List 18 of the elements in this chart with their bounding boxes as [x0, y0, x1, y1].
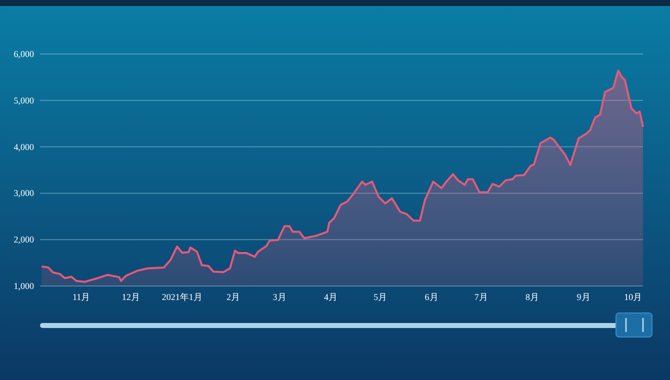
y-tick-label: 5,000 [14, 95, 34, 106]
y-tick-label: 6,000 [14, 49, 34, 59]
x-tick-label: 8月 [526, 292, 540, 302]
x-tick-label: 3月 [272, 292, 286, 302]
x-tick-label: 12月 [122, 292, 140, 302]
x-tick-label: 4月 [324, 292, 338, 302]
x-tick-label: 9月 [576, 292, 590, 302]
x-tick-label: 2月 [226, 292, 240, 302]
x-tick-label: 2021年1月 [162, 292, 202, 302]
x-tick-label: 5月 [374, 292, 388, 302]
x-tick-label: 11月 [72, 292, 90, 302]
x-tick-label: 6月 [424, 292, 438, 302]
x-tick-label: 10月 [624, 292, 642, 302]
y-tick-label: 3,000 [14, 188, 34, 198]
y-tick-label: 1,000 [14, 281, 34, 291]
y-tick-label: 4,000 [14, 142, 34, 152]
x-tick-label: 7月 [474, 292, 488, 302]
y-tick-label: 2,000 [14, 234, 34, 245]
